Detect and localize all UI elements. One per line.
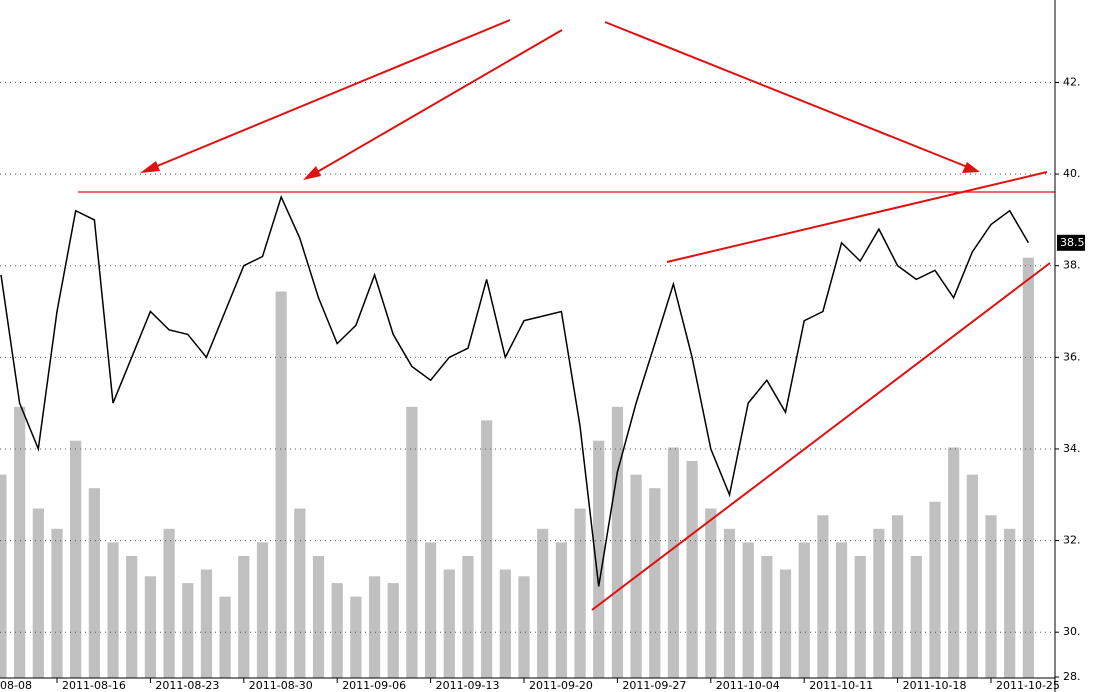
volume-bar [51,528,63,678]
volume-bar [929,501,941,678]
price-line [0,194,1030,587]
volume-bar [406,406,418,678]
volume-bar [1022,257,1034,678]
last-value-label: 38.5 [1060,236,1085,249]
volume-bar [126,555,138,678]
volume-bar [424,542,437,678]
arrow-head [962,162,980,173]
x-tick-label: 2011-10-25 [996,679,1060,692]
x-tick-label: 2011-09-20 [529,679,593,692]
arrow [149,19,511,170]
volume-bar [499,569,511,678]
volume-bar [966,474,978,678]
volume-bar [368,576,381,678]
volume-bar [238,555,250,678]
y-tick-label: 28. [1063,670,1081,683]
volume-bar [0,474,7,678]
y-tick-label: 30. [1063,625,1081,638]
y-tick-label: 38. [1063,259,1081,272]
volume-bar [144,576,157,678]
volume-bar [462,555,474,678]
y-tick-label: 36. [1063,350,1081,363]
volume-bar [555,542,567,678]
volume-bar [686,461,698,678]
volume-bar [107,542,119,678]
wedge-lower [591,262,1051,611]
volume-bar [761,555,773,678]
plot [0,81,1055,678]
y-tick-label: 40. [1063,167,1081,180]
x-tick-label: 2011-09-06 [342,679,406,692]
volume-bar [779,569,792,678]
y-tick-label: 32. [1063,534,1081,547]
x-tick-label: 2011-10-04 [716,679,780,692]
volume-bar [742,542,754,678]
volume-bar [219,596,231,678]
volume-bar [518,576,530,678]
volume-bar [32,508,44,678]
volume-bar [312,555,325,678]
volume-bar [723,528,736,678]
volume-bar [891,515,904,678]
x-tick-label: 2011-10-11 [809,679,873,692]
volume-bar [182,583,194,678]
volume-bar [611,406,624,678]
annotations [78,19,1055,611]
volume-bar [350,596,362,678]
arrow [311,29,563,176]
x-tick-label: 2011-09-27 [622,679,686,692]
volume-bar [873,528,885,678]
volume-bar [275,291,287,678]
volume-bar [537,528,549,678]
x-tick-label: 2011-08-16 [62,679,126,692]
volume-bar [593,440,605,678]
volume-bar [835,542,848,678]
volume-bar [649,488,661,678]
volume-bar [88,488,100,678]
volume-bar [331,583,343,678]
volume-bar [817,515,829,678]
arrow-head [140,161,160,173]
volume-bar [256,542,269,678]
volume-bar [14,406,26,678]
volume-bar [948,447,960,678]
x-tick-label: 2011-08-23 [155,679,219,692]
volume-bar [985,515,997,678]
y-tick-label: 42. [1063,75,1081,88]
volume-bar [574,508,586,678]
x-tick-label: 2011-10-18 [903,679,967,692]
volume-bar [667,447,680,678]
volume-bar [481,420,493,678]
volume-bar [387,583,399,678]
arrow [604,21,971,169]
volume-bar [798,542,810,678]
volume-bar [705,508,717,678]
volume-bar [854,555,866,678]
volume-bar [443,569,455,678]
volume-bar [163,528,175,678]
x-tick-label: 2011-09-13 [436,679,500,692]
volume-bar [200,569,213,678]
volume-bar [70,440,82,678]
x-tick-label: 2011-08-30 [249,679,313,692]
wedge-upper [666,171,1048,263]
arrow-head [303,166,321,180]
volume-bar [294,508,306,678]
volume-bar [910,555,922,678]
y-tick-label: 34. [1063,442,1081,455]
volume-bar [1004,528,1016,678]
last-value-box [1057,234,1085,251]
x-tick-label: 08-08 [0,679,32,692]
